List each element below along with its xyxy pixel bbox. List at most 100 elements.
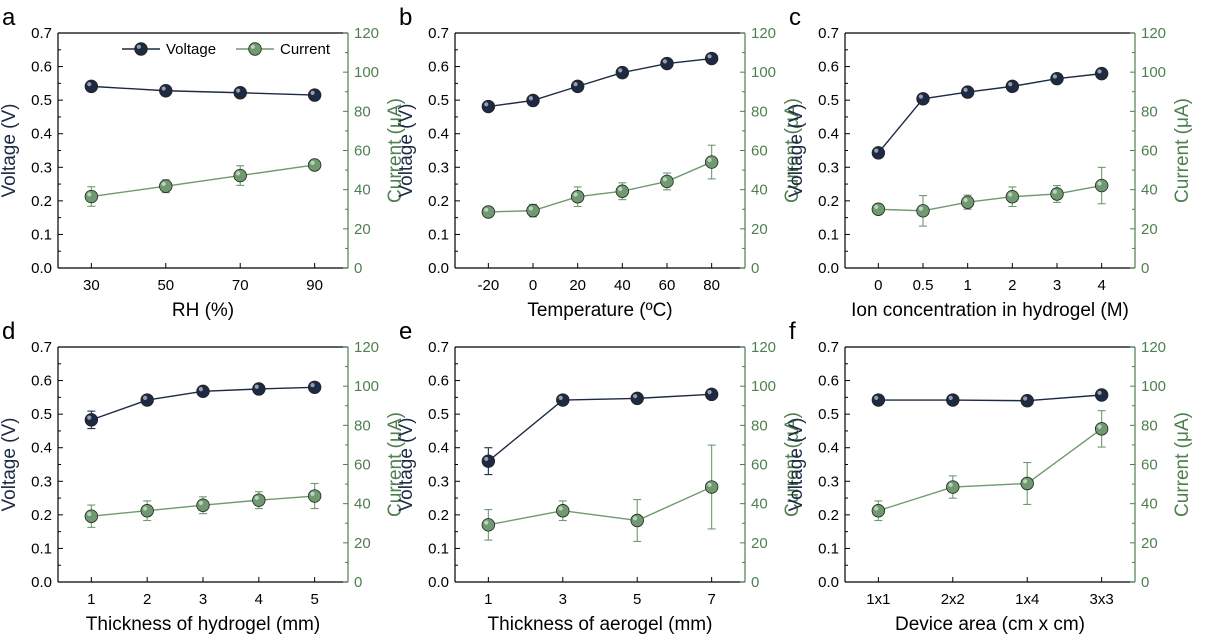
y-tick-label: 0.6 — [428, 59, 449, 76]
voltage-point — [481, 99, 496, 114]
current-point — [570, 190, 585, 204]
y-tick-label: 0.4 — [428, 126, 449, 143]
y2-tick-label: 40 — [354, 182, 371, 199]
y-axis-title: Voltage (V) — [396, 104, 417, 198]
current-point — [1094, 178, 1109, 193]
x-tick-label: 90 — [306, 277, 323, 294]
y-tick-label: 0.5 — [818, 406, 839, 423]
y2-tick-label: 120 — [751, 25, 776, 42]
y2-tick-label: 0 — [354, 260, 362, 277]
voltage-line — [878, 394, 1102, 402]
x-tick-label: 70 — [232, 277, 249, 294]
current-point — [252, 493, 266, 507]
x-axis-title: Ion concentration in hydrogel (M) — [851, 300, 1129, 321]
y2-tick-label: 80 — [751, 103, 768, 120]
y-tick-label: 0.0 — [428, 574, 449, 591]
y2-axis-title: Current (μA) — [385, 98, 406, 203]
x-tick-label: 1 — [484, 591, 492, 608]
legend-current-label: Current — [280, 41, 331, 58]
panel-letter: c — [789, 4, 801, 31]
current-point — [233, 168, 247, 183]
y2-tick-label: 100 — [751, 64, 776, 81]
y-tick-label: 0.2 — [428, 507, 449, 524]
current-point — [1094, 422, 1109, 436]
x-tick-label: 5 — [310, 591, 318, 608]
current-line — [91, 164, 315, 198]
y-tick-label: 0.5 — [428, 406, 449, 423]
panel-a: a 0.0 0.1 0.2 0.3 0.4 0.5 0.6 0.7 0 20 40 60 80 100 120… — [0, 4, 406, 321]
voltage-line — [91, 85, 315, 96]
y2-tick-label: 80 — [1141, 103, 1158, 120]
y-tick-label: 0.4 — [818, 440, 839, 457]
voltage-point — [252, 382, 266, 396]
y2-tick-label: 0 — [1141, 574, 1149, 591]
y-tick-label: 0.1 — [818, 226, 839, 243]
x-tick-label: 0.5 — [913, 277, 934, 294]
voltage-point — [1050, 71, 1064, 86]
panel-d: d 0.0 0.1 0.2 0.3 0.4 0.5 0.6 0.7 0 20 40 60 80 100 120… — [0, 318, 406, 635]
voltage-line — [487, 393, 712, 462]
current-point — [660, 174, 674, 189]
legend-voltage-marker — [134, 42, 148, 56]
y2-tick-label: 80 — [751, 417, 768, 434]
voltage-point — [159, 84, 173, 98]
y2-tick-label: 20 — [354, 535, 371, 552]
current-point — [1020, 476, 1034, 491]
current-point — [526, 203, 540, 218]
x-axis-title: RH (%) — [172, 300, 234, 321]
current-point — [556, 504, 570, 518]
y2-tick-label: 100 — [354, 64, 379, 81]
y-tick-label: 0.3 — [428, 473, 449, 490]
x-tick-label: 3 — [1053, 277, 1061, 294]
y2-tick-label: 40 — [354, 496, 371, 513]
x-tick-label: 50 — [157, 277, 174, 294]
voltage-point — [1020, 394, 1034, 408]
y-tick-label: 0.3 — [818, 473, 839, 490]
current-point — [307, 158, 322, 172]
y-tick-label: 0.3 — [31, 473, 52, 490]
current-line — [488, 486, 712, 526]
voltage-point — [84, 413, 99, 427]
x-tick-label: 80 — [703, 277, 720, 294]
y2-tick-label: 120 — [1141, 25, 1166, 42]
y-tick-label: 0.1 — [31, 540, 52, 557]
x-tick-label: 4 — [255, 591, 263, 608]
x-tick-label: 1x4 — [1015, 591, 1039, 608]
x-tick-label: 3 — [199, 591, 207, 608]
y-axis-title: Voltage (V) — [786, 104, 807, 198]
current-point — [84, 509, 99, 523]
voltage-point — [960, 85, 975, 99]
x-tick-label: 2 — [1008, 277, 1016, 294]
y2-tick-label: 100 — [751, 378, 776, 395]
y2-tick-label: 40 — [751, 496, 768, 513]
current-point — [481, 518, 496, 532]
y-axis-title: Voltage (V) — [786, 418, 807, 512]
current-point — [960, 195, 975, 209]
y2-tick-label: 20 — [354, 221, 371, 238]
y2-tick-label: 100 — [1141, 64, 1166, 81]
y2-tick-label: 80 — [354, 103, 371, 120]
current-point — [704, 480, 719, 494]
y-tick-label: 0.2 — [31, 507, 52, 524]
x-tick-label: 30 — [83, 277, 100, 294]
y-tick-label: 0.5 — [31, 406, 52, 423]
y-tick-label: 0.7 — [31, 25, 52, 42]
panel-letter: d — [2, 318, 15, 345]
y2-tick-label: 120 — [1141, 339, 1166, 356]
current-point — [307, 489, 322, 503]
x-tick-label: 1x1 — [866, 591, 890, 608]
current-point — [1005, 190, 1020, 204]
voltage-point — [307, 88, 322, 102]
y-tick-label: 0.0 — [818, 260, 839, 277]
x-tick-label: 20 — [569, 277, 586, 294]
y2-tick-label: 60 — [751, 143, 768, 160]
y2-tick-label: 20 — [1141, 221, 1158, 238]
current-point — [704, 155, 719, 169]
legend: Voltage Current — [122, 41, 331, 58]
y2-tick-label: 60 — [1141, 457, 1158, 474]
y2-tick-label: 120 — [354, 339, 379, 356]
x-tick-label: 60 — [659, 277, 676, 294]
voltage-point — [84, 79, 99, 94]
panel-c: c0.00.10.20.30.40.50.60.7020406080100120… — [786, 4, 1193, 321]
